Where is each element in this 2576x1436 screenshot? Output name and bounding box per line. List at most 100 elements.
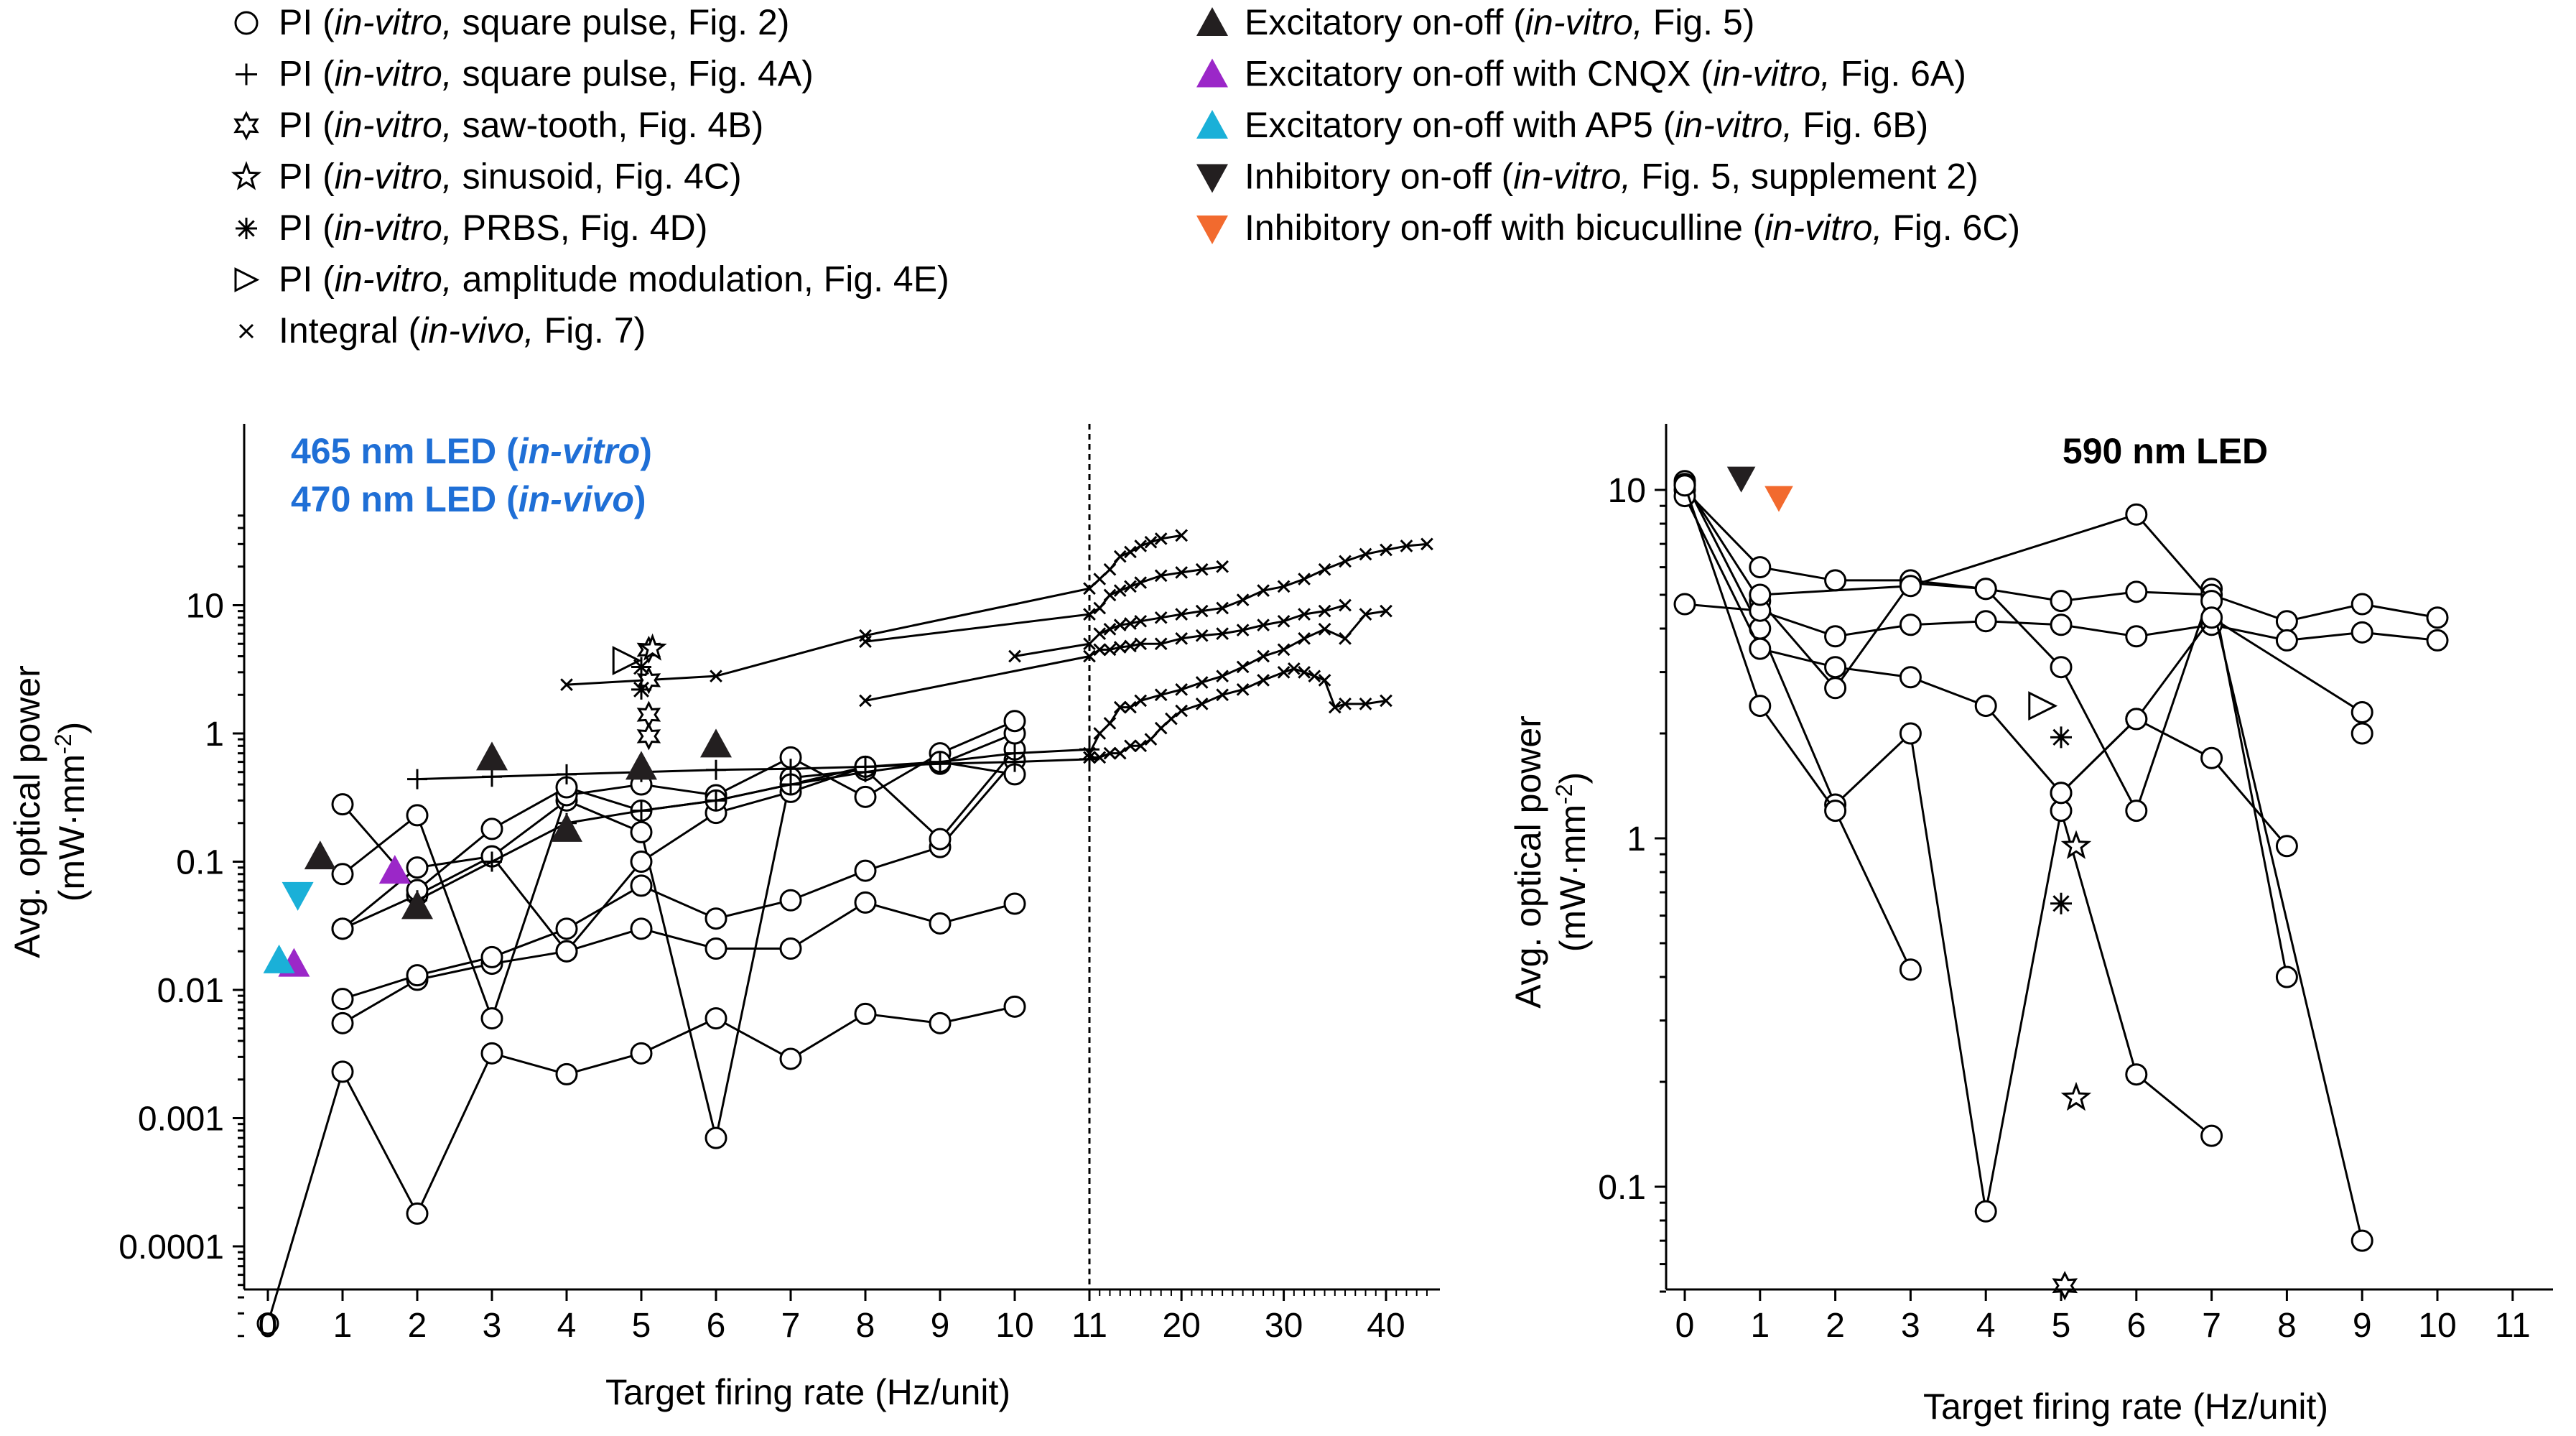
triangle-up-marker — [401, 890, 433, 919]
circle-marker — [331, 1011, 354, 1034]
circle-marker — [2200, 606, 2223, 629]
cross-marker — [560, 678, 573, 691]
left-x-tick-label: 7 — [781, 1307, 801, 1345]
left-series-8-line — [417, 748, 1090, 902]
cross-marker — [1124, 739, 1137, 753]
plus-marker — [1005, 743, 1025, 764]
plus-marker — [706, 759, 726, 780]
cross-marker — [1154, 532, 1168, 545]
cross-marker — [1175, 704, 1189, 718]
right-x-tick-label: 7 — [2202, 1307, 2221, 1345]
cross-marker — [1134, 576, 1148, 589]
cross-marker — [1113, 746, 1127, 760]
left-y-tick-label: 0.001 — [138, 1101, 224, 1139]
triangle-up-marker — [626, 751, 657, 780]
triangle-right-marker — [612, 646, 642, 676]
left-chart-data — [256, 529, 1433, 1335]
circle-marker — [705, 1126, 727, 1149]
right-series-3-line — [1683, 495, 2288, 847]
left-series-6-line — [341, 761, 1015, 892]
legend-entry-left-5: PI (in-vitro, amplitude modulation, Fig.… — [279, 259, 949, 300]
left-x-tick-label: 5 — [632, 1307, 651, 1345]
cross-marker — [859, 635, 872, 649]
circle-marker — [1899, 575, 1922, 598]
left-x-tick-label: 2 — [408, 1307, 427, 1345]
asterisk-marker — [631, 657, 651, 677]
plus-marker — [482, 851, 502, 872]
triangle-down-marker — [1196, 164, 1228, 193]
cross-marker — [1339, 631, 1352, 645]
circle-marker — [406, 804, 429, 827]
cross-marker — [1318, 674, 1331, 687]
circle-marker — [1974, 695, 1997, 718]
circle-marker — [705, 1007, 727, 1030]
cross-marker — [1236, 624, 1250, 636]
cross-marker — [1144, 535, 1158, 549]
left-y-axis-label-line2: (mW·mm-2) — [50, 722, 92, 902]
cross-marker — [1380, 543, 1392, 557]
cross-marker — [1216, 670, 1229, 683]
circle-marker — [630, 917, 653, 940]
triangle-down-marker — [1726, 466, 1756, 493]
right-chart-axes: 0.1 1 10 0 1 2 3 4 5 6 7 8 9 10 11 — [1598, 424, 2553, 1345]
circle-marker — [2125, 625, 2148, 648]
cross-marker — [1154, 637, 1168, 651]
cross-marker — [1318, 562, 1331, 576]
circle-marker — [406, 1202, 429, 1225]
circle-marker — [1824, 569, 1847, 592]
cross-marker — [1093, 573, 1107, 585]
circle-marker — [331, 917, 354, 940]
cross-marker — [1134, 614, 1148, 628]
left-chart-axes: 0.0001 0.001 0.01 0.1 1 10 0 1 2 3 4 5 6 7 8 9 10 11 20 30 4… — [118, 424, 1440, 1345]
cross-marker — [1175, 683, 1189, 696]
cross-marker — [1277, 614, 1291, 628]
circle-marker — [406, 964, 429, 987]
asterisk-marker — [2050, 726, 2072, 749]
left-x-tick-label: 10 — [995, 1307, 1033, 1345]
cross-marker — [1298, 573, 1311, 585]
circle-marker — [2351, 722, 2373, 745]
cross-marker — [1277, 643, 1291, 657]
circle-marker — [929, 1011, 952, 1034]
star5-marker — [2060, 1081, 2092, 1111]
legend-entry-right-4: Inhibitory on-off with bicuculline (in-v… — [1245, 208, 2020, 248]
circle-marker — [555, 1062, 578, 1085]
circle-marker — [406, 856, 429, 879]
circle-marker — [2050, 656, 2073, 679]
circle-marker — [555, 940, 578, 963]
cross-marker — [1154, 688, 1168, 702]
left-series-1-line — [342, 901, 1015, 1024]
triangle-down-marker — [1196, 216, 1228, 244]
circle-marker — [929, 912, 952, 935]
left-y-tick-label: 0.01 — [157, 972, 224, 1010]
cross-marker — [1165, 712, 1178, 726]
right-chart-panel: 0.1 1 10 0 1 2 3 4 5 6 7 8 9 10 11 590 nm LED Target f… — [1508, 424, 2553, 1427]
left-y-tick-label: 10 — [186, 588, 224, 626]
circle-marker — [1673, 593, 1696, 616]
left-y-tick-label: 0.0001 — [118, 1228, 224, 1266]
triangle-up-marker — [378, 855, 411, 884]
cross-marker — [1236, 660, 1250, 674]
cross-marker — [1103, 643, 1117, 657]
right-y-tick-label: 1 — [1627, 820, 1646, 858]
circle-marker — [2050, 613, 2073, 636]
legend-entry-left-3: PI (in-vitro, sinusoid, Fig. 4C) — [279, 157, 742, 197]
circle-marker — [2050, 590, 2073, 613]
cross-marker — [1298, 665, 1311, 679]
circle-marker — [1003, 995, 1026, 1018]
cross-marker — [1093, 627, 1107, 640]
plus-marker — [557, 764, 577, 784]
cross-marker — [1093, 727, 1107, 740]
cross-marker — [1420, 537, 1433, 551]
circle-marker — [705, 907, 727, 930]
cross-marker — [1134, 539, 1148, 552]
left-chart-panel: 0.0001 0.001 0.01 0.1 1 10 0 1 2 3 4 5 6 7 8 9 10 11 20 30 4… — [7, 424, 1440, 1412]
circle-marker — [1749, 637, 1772, 660]
right-x-axis-label: Target firing rate (Hz/unit) — [1923, 1386, 2328, 1427]
left-x-tick-label: 1 — [333, 1307, 353, 1345]
right-x-tick-label: 10 — [2418, 1307, 2456, 1345]
cross-marker — [1154, 569, 1168, 583]
triangle-right-marker — [2028, 691, 2058, 721]
legend-entry-left-0: PI (in-vitro, square pulse, Fig. 2) — [279, 2, 789, 42]
plus-marker — [236, 63, 257, 85]
